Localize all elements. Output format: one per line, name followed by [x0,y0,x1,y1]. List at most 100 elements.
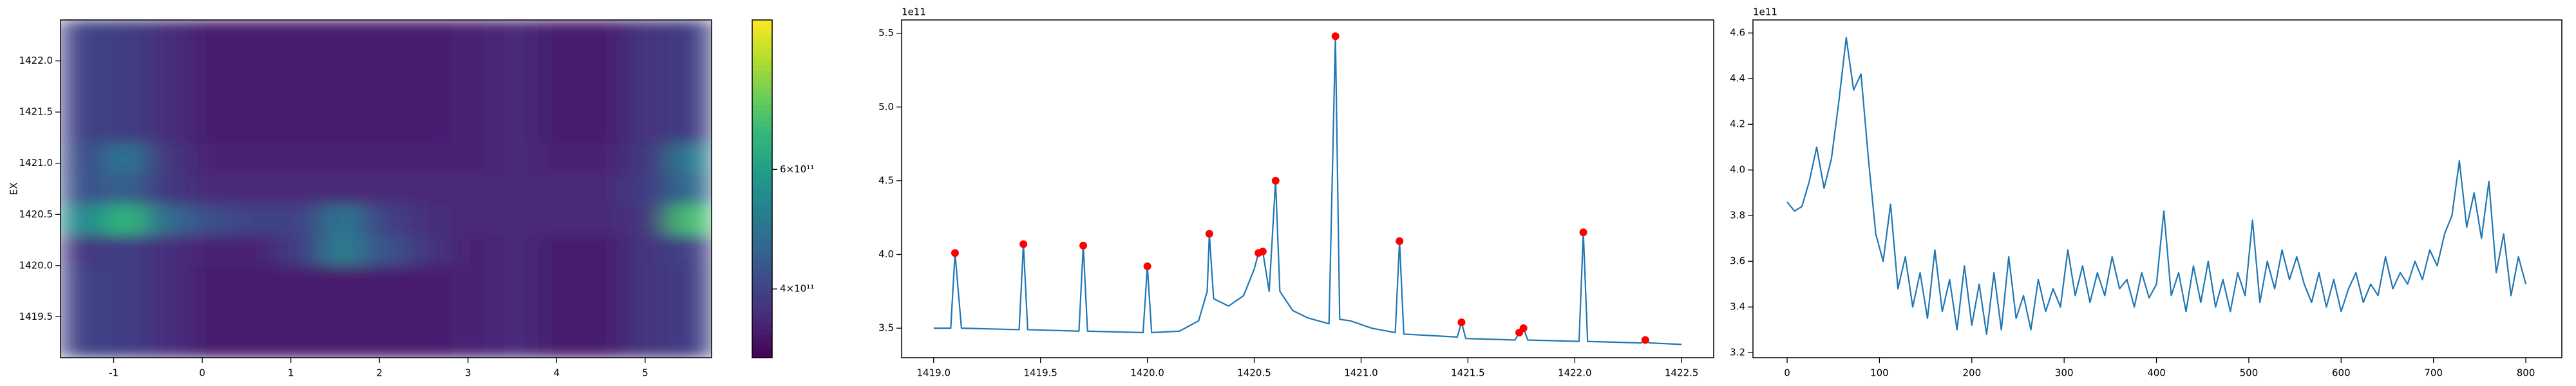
heatmap-cell [147,20,191,51]
heatmap-cell [625,235,669,266]
colorbar-segment [752,143,772,150]
heatmap-cell [668,112,712,143]
x-tick-label: 700 [2424,367,2443,379]
heatmap-cell [104,296,148,327]
colorbar-segment [752,59,772,66]
colorbar-tick-label: 6×10¹¹ [780,163,814,175]
colorbar-segment [752,352,772,358]
x-tick-label: 3 [465,367,471,379]
y-tick-label: 4.6 [1730,27,1745,39]
y-tick-label: 3.5 [878,322,894,334]
y-tick-label: 3.6 [1730,255,1745,267]
heatmap-cell [451,81,495,113]
peak-marker [1258,247,1267,255]
heatmap-cell [364,296,408,327]
heatmap-cell [538,50,582,82]
colorbar-segment [752,307,772,313]
colorbar-segment [752,228,772,235]
heatmap-cell [321,173,365,205]
heatmap-cell [495,142,538,174]
colorbar-segment [752,82,772,88]
heatmap-cell [147,112,191,143]
heatmap-cell [581,235,625,266]
heatmap-cell [234,173,278,205]
colorbar-segment [752,335,772,342]
heatmap-cell [61,20,104,51]
heatmap-cell [538,173,582,205]
heatmap-cell [191,235,235,266]
heatmap-cell [278,112,321,143]
heatmap-cell [625,204,669,235]
heatmap-cell [364,112,408,143]
y-tick-label: 4.4 [1730,73,1745,84]
heatmap-cell [321,20,365,51]
heatmap-cell [451,235,495,266]
colorbar-segment [752,313,772,319]
heatmap-cell [321,142,365,174]
colorbar-segment [752,172,772,178]
colorbar-segment [752,329,772,336]
colorbar-segment [752,200,772,207]
y-tick-label: 1420.5 [19,208,53,220]
peak-marker [1019,240,1028,248]
x-tick-label: 1420.5 [1237,367,1271,379]
x-tick-label: 600 [2332,367,2351,379]
heatmap-cell [495,112,538,143]
y-tick-label: 5.0 [878,101,894,113]
heatmap-cell [61,173,104,205]
heatmap-cell [104,235,148,266]
heatmap-cell [581,50,625,82]
peak-marker [1271,176,1280,185]
heatmap-cell [538,112,582,143]
colorbar-segment [752,104,772,111]
x-tick-label: 1419.0 [917,367,951,379]
x-tick-label: 1422.0 [1558,367,1592,379]
colorbar-segment [752,70,772,77]
peak-marker [1205,230,1213,238]
heatmap-cell [625,142,669,174]
heatmap-cell [625,112,669,143]
heatmap-cell [495,296,538,327]
heatmap-cell [408,327,452,358]
heatmap-cell [495,327,538,358]
heatmap-cell [581,204,625,235]
heatmap-cell [581,327,625,358]
x-tick-label: 1 [288,367,294,379]
heatmap-cell [147,173,191,205]
x-tick-label: 2 [376,367,383,379]
colorbar-segment [752,250,772,257]
heatmap-cell [538,142,582,174]
heatmap-cell [451,173,495,205]
colorbar-segment [752,166,772,172]
heatmap-cell [147,50,191,82]
colorbar-segment [752,217,772,223]
heatmap-cell [278,50,321,82]
heatmap-cell [278,235,321,266]
heatmap-cell [191,204,235,235]
colorbar-segment [752,279,772,285]
heatmap-cell [625,327,669,358]
colorbar-segment [752,65,772,71]
heatmap-cell [104,142,148,174]
heatmap-cell [321,327,365,358]
heatmap-cell [104,50,148,82]
peak-marker [1457,318,1466,326]
y-tick-label: 3.4 [1730,301,1745,313]
heatmap-cell [625,81,669,113]
heatmap-cell [495,50,538,82]
heatmap-cell [625,50,669,82]
colorbar-segment [752,340,772,347]
x-tick-label: 1422.5 [1665,367,1699,379]
y-tick-label: 1422.0 [19,55,53,66]
colorbar-segment [752,110,772,116]
heatmap-cell [191,112,235,143]
y-tick-label: 5.5 [878,27,894,39]
heatmap-cell [538,296,582,327]
heatmap-cell [668,235,712,266]
peak-marker [1519,324,1528,333]
heatmap-cell [61,81,104,113]
colorbar-segment [752,211,772,217]
y-axis-label: EX [8,183,20,196]
colorbar-segment [752,290,772,297]
colorbar-segment [752,98,772,105]
